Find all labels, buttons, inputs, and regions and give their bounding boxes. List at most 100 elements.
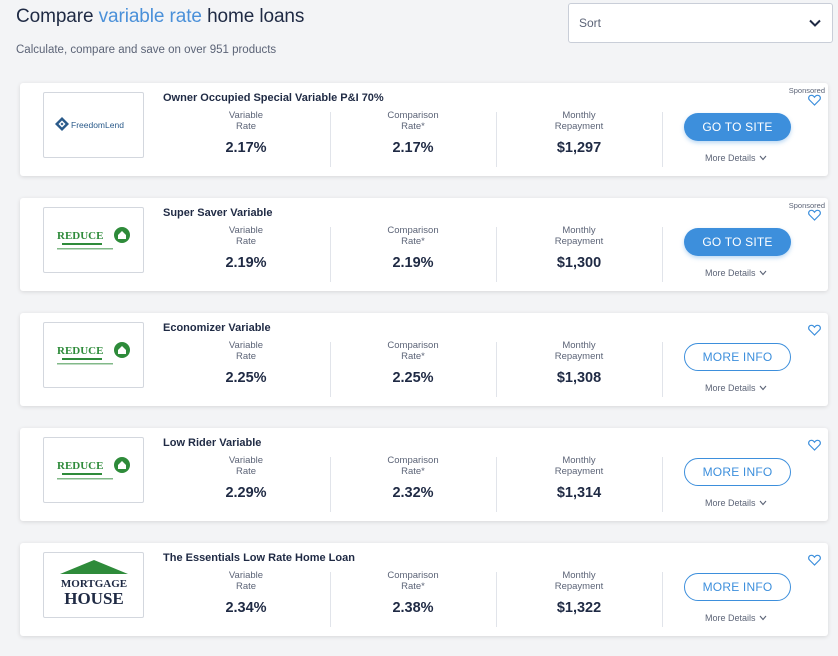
variable-rate-value: 2.17%: [225, 140, 267, 156]
monthly-repayment-value: $1,297: [556, 140, 602, 156]
reduce-logo: REDUCE: [56, 227, 130, 250]
chevron-down-icon: [809, 19, 821, 27]
divider: [496, 457, 497, 512]
title-suffix: home loans: [201, 6, 305, 27]
product-name: Super Saver Variable: [163, 207, 273, 219]
freedomlend-logo: FreedomLend: [54, 117, 124, 131]
variable-rate-metric: Variable Rate 2.17%: [163, 110, 329, 169]
monthly-repayment-metric: Monthly Repayment $1,308: [496, 340, 662, 399]
lender-logo-text: FreedomLend: [71, 120, 124, 130]
variable-rate-metric: Variable Rate 2.34%: [163, 570, 329, 629]
loan-card: REDUCE Super Saver Variable Variable Rate…: [20, 198, 828, 291]
divider: [330, 342, 331, 397]
sponsored-label: Sponsored: [788, 86, 825, 95]
page-title: Compare variable rate home loans: [16, 6, 304, 28]
lender-logo: REDUCE: [43, 437, 144, 503]
sort-label: Sort: [579, 16, 602, 30]
mortgage-house-logo: MORTGAGE HOUSE: [59, 560, 128, 608]
comparison-rate-value: 2.25%: [392, 370, 434, 386]
divider: [496, 572, 497, 627]
product-name: Economizer Variable: [163, 322, 271, 334]
lender-logo: REDUCE: [43, 322, 144, 388]
comparison-rate-metric: Comparison Rate* 2.19%: [330, 225, 496, 284]
variable-rate-metric: Variable Rate 2.25%: [163, 340, 329, 399]
monthly-repayment-value: $1,322: [556, 600, 602, 616]
monthly-repayment-metric: Monthly Repayment $1,314: [496, 455, 662, 514]
product-name: Owner Occupied Special Variable P&I 70%: [163, 92, 384, 104]
more-details-link[interactable]: More Details: [705, 498, 767, 508]
go-to-site-button[interactable]: GO TO SITE: [684, 228, 791, 256]
heart-icon[interactable]: [808, 324, 821, 336]
chevron-down-icon: [759, 155, 766, 161]
page-subtitle: Calculate, compare and save on over 951 …: [16, 44, 277, 56]
sponsored-label: Sponsored: [788, 201, 825, 210]
loan-card: MORTGAGE HOUSE The Essentials Low Rate H…: [20, 543, 828, 636]
lender-logo-text: REDUCE: [57, 230, 103, 242]
loan-card: REDUCE Low Rider Variable Variable Rate 2…: [20, 428, 828, 521]
lender-logo-text: REDUCE: [57, 345, 103, 357]
go-to-site-button[interactable]: GO TO SITE: [684, 113, 791, 141]
divider: [496, 112, 497, 167]
divider: [330, 227, 331, 282]
more-details-link[interactable]: More Details: [705, 268, 767, 278]
more-details-link[interactable]: More Details: [705, 613, 767, 623]
lender-logo: REDUCE: [43, 207, 144, 273]
more-details-link[interactable]: More Details: [705, 383, 767, 393]
divider: [330, 572, 331, 627]
more-info-button[interactable]: MORE INFO: [684, 458, 791, 486]
lender-logo: MORTGAGE HOUSE: [43, 552, 144, 618]
reduce-logo: REDUCE: [56, 457, 130, 480]
lender-logo-text: REDUCE: [57, 460, 103, 472]
monthly-repayment-value: $1,300: [556, 255, 602, 271]
variable-rate-value: 2.34%: [225, 600, 267, 616]
chevron-down-icon: [759, 500, 766, 506]
svg-text:MORTGAGE: MORTGAGE: [60, 578, 126, 590]
comparison-rate-value: 2.32%: [392, 485, 434, 501]
heart-icon[interactable]: [808, 94, 821, 106]
svg-text:HOUSE: HOUSE: [64, 589, 124, 608]
heart-icon[interactable]: [808, 554, 821, 566]
divider: [662, 572, 663, 627]
more-info-button[interactable]: MORE INFO: [684, 343, 791, 371]
variable-rate-metric: Variable Rate 2.29%: [163, 455, 329, 514]
variable-rate-value: 2.19%: [225, 255, 267, 271]
more-info-button[interactable]: MORE INFO: [684, 573, 791, 601]
divider: [496, 342, 497, 397]
divider: [662, 227, 663, 282]
lender-logo: FreedomLend: [43, 92, 144, 158]
monthly-repayment-value: $1,314: [556, 485, 602, 501]
reduce-logo: REDUCE: [56, 342, 130, 365]
monthly-repayment-metric: Monthly Repayment $1,297: [496, 110, 662, 169]
divider: [662, 112, 663, 167]
title-accent: variable rate: [98, 6, 202, 27]
variable-rate-metric: Variable Rate 2.19%: [163, 225, 329, 284]
chevron-down-icon: [759, 385, 766, 391]
monthly-repayment-metric: Monthly Repayment $1,322: [496, 570, 662, 629]
product-name: The Essentials Low Rate Home Loan: [163, 552, 355, 564]
sort-dropdown[interactable]: Sort: [568, 3, 833, 43]
loan-card: REDUCE Economizer Variable Variable Rate …: [20, 313, 828, 406]
loan-card: FreedomLend Owner Occupied Special Varia…: [20, 83, 828, 176]
comparison-rate-value: 2.17%: [392, 140, 434, 156]
monthly-repayment-metric: Monthly Repayment $1,300: [496, 225, 662, 284]
comparison-rate-metric: Comparison Rate* 2.38%: [330, 570, 496, 629]
divider: [330, 112, 331, 167]
more-details-link[interactable]: More Details: [705, 153, 767, 163]
divider: [662, 457, 663, 512]
comparison-rate-metric: Comparison Rate* 2.32%: [330, 455, 496, 514]
divider: [330, 457, 331, 512]
variable-rate-value: 2.29%: [225, 485, 267, 501]
comparison-rate-value: 2.19%: [392, 255, 434, 271]
heart-icon[interactable]: [808, 209, 821, 221]
product-name: Low Rider Variable: [163, 437, 262, 449]
divider: [662, 342, 663, 397]
divider: [496, 227, 497, 282]
variable-rate-value: 2.25%: [225, 370, 267, 386]
comparison-rate-metric: Comparison Rate* 2.17%: [330, 110, 496, 169]
heart-icon[interactable]: [808, 439, 821, 451]
comparison-rate-metric: Comparison Rate* 2.25%: [330, 340, 496, 399]
title-prefix: Compare: [16, 6, 99, 27]
comparison-rate-value: 2.38%: [392, 600, 434, 616]
monthly-repayment-value: $1,308: [556, 370, 602, 386]
chevron-down-icon: [759, 615, 766, 621]
